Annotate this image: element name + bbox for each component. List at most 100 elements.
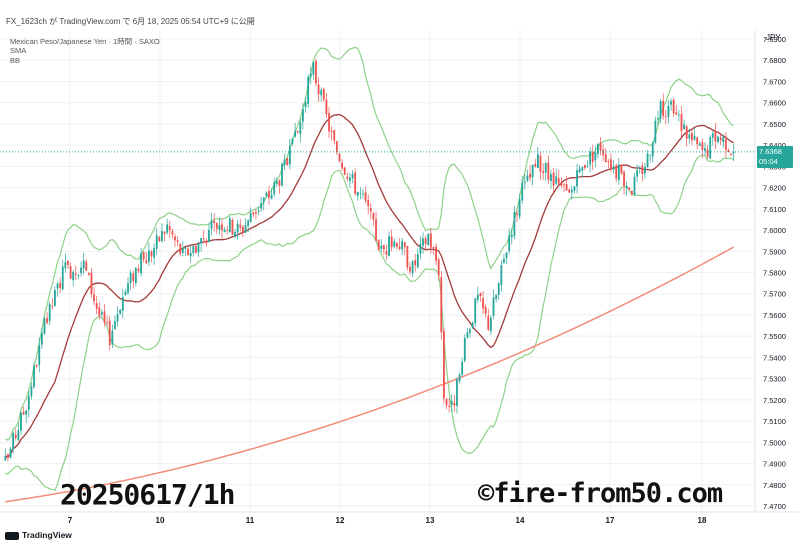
candle-body (171, 230, 174, 235)
candle-body (732, 151, 735, 154)
price-axis[interactable]: 7.69007.68007.67007.66007.65007.64007.63… (763, 35, 786, 511)
candle-body (573, 186, 576, 191)
candle-body (307, 76, 310, 104)
candle-body (445, 398, 448, 406)
time-tick-label: 13 (426, 516, 435, 525)
candle-body (466, 332, 469, 338)
candle-body (607, 161, 610, 162)
candle-body (578, 168, 581, 173)
candle-body (249, 213, 252, 222)
candle-body (516, 213, 518, 215)
symbol-title[interactable]: Mexican Peso/Japanese Yen · 1時間 · SAXO (10, 37, 160, 46)
candle-body (291, 138, 294, 144)
candle-body (409, 267, 411, 272)
candle-body (534, 163, 537, 167)
candle-body (565, 183, 568, 191)
candle-body (375, 219, 377, 241)
tradingview-branding[interactable]: TradingView (5, 530, 72, 540)
candle-body (309, 73, 312, 77)
candle-body (268, 191, 270, 198)
price-tick-label: 7.5700 (763, 290, 786, 299)
candle-body (612, 166, 615, 170)
candle-body (560, 182, 563, 186)
candle-body (38, 345, 41, 366)
indicator-sma-label[interactable]: SMA (10, 46, 27, 55)
candle-body (43, 318, 46, 334)
candle-body (382, 245, 385, 250)
candle-body (479, 293, 482, 297)
candle-body (568, 189, 571, 193)
candle-body (12, 432, 15, 450)
candle-body (320, 89, 323, 96)
price-tick-label: 7.6400 (763, 141, 786, 150)
candle-body (440, 277, 443, 333)
price-tick-label: 7.5300 (763, 375, 786, 384)
candle-body (338, 153, 341, 162)
time-tick-label: 7 (68, 516, 73, 525)
candle-body (174, 236, 176, 241)
candle-body (179, 243, 182, 254)
candle-body (523, 181, 526, 183)
candle-body (93, 294, 95, 302)
candle-body (654, 120, 657, 143)
candle-body (20, 412, 22, 431)
time-tick-label: 10 (156, 516, 165, 525)
candle-body (69, 266, 72, 279)
candle-body (395, 243, 398, 247)
time-tick-label: 11 (246, 516, 255, 525)
candle-body (330, 130, 333, 133)
candle-body (85, 261, 88, 271)
candle-body (641, 165, 644, 175)
candle-body (255, 212, 257, 214)
candle-body (281, 163, 283, 186)
candle-body (362, 193, 364, 195)
candle-body (228, 218, 231, 233)
candle-body (448, 405, 451, 407)
sma-long-line (5, 246, 735, 503)
candle-body (518, 199, 521, 217)
candle-body (33, 365, 35, 387)
price-tick-label: 7.6700 (763, 77, 786, 86)
candle-body (278, 180, 281, 186)
candle-body (542, 171, 545, 174)
candle-body (461, 361, 464, 375)
candle-body (662, 100, 665, 116)
candle-body (667, 105, 670, 117)
candle-body (142, 251, 145, 260)
candle-body (200, 238, 203, 244)
candle-body (100, 312, 103, 315)
candle-body (161, 230, 163, 242)
price-tick-label: 7.6800 (763, 56, 786, 65)
candle-body (591, 151, 594, 163)
candle-body (610, 159, 612, 169)
candle-body (312, 62, 315, 75)
candle-body (722, 137, 725, 143)
indicator-bb-label[interactable]: BB (10, 56, 21, 65)
sma-short-line (5, 113, 734, 458)
candle-body (119, 309, 122, 314)
candle-body (698, 143, 701, 146)
candle-body (620, 164, 623, 174)
candle-body (335, 141, 338, 153)
candle-body (244, 225, 247, 233)
candle-body (46, 318, 48, 323)
time-axis[interactable]: 7 10 11 12 13 14 17 18 (68, 516, 707, 525)
candle-body (302, 108, 304, 122)
candle-body (677, 114, 680, 116)
candle-body (688, 134, 691, 139)
candle-body (260, 203, 263, 209)
candle-body (717, 136, 719, 143)
candle-body (636, 170, 639, 177)
candle-body (714, 131, 717, 142)
candle-body (137, 268, 140, 272)
candle-body (205, 240, 208, 244)
candle-body (153, 248, 156, 258)
price-tick-label: 7.5200 (763, 396, 786, 405)
candle-body (315, 61, 317, 84)
candle-body (184, 247, 187, 249)
candle-body (4, 456, 7, 461)
candle-body (74, 273, 77, 276)
candle-body (604, 154, 607, 163)
candle-body (356, 192, 359, 196)
